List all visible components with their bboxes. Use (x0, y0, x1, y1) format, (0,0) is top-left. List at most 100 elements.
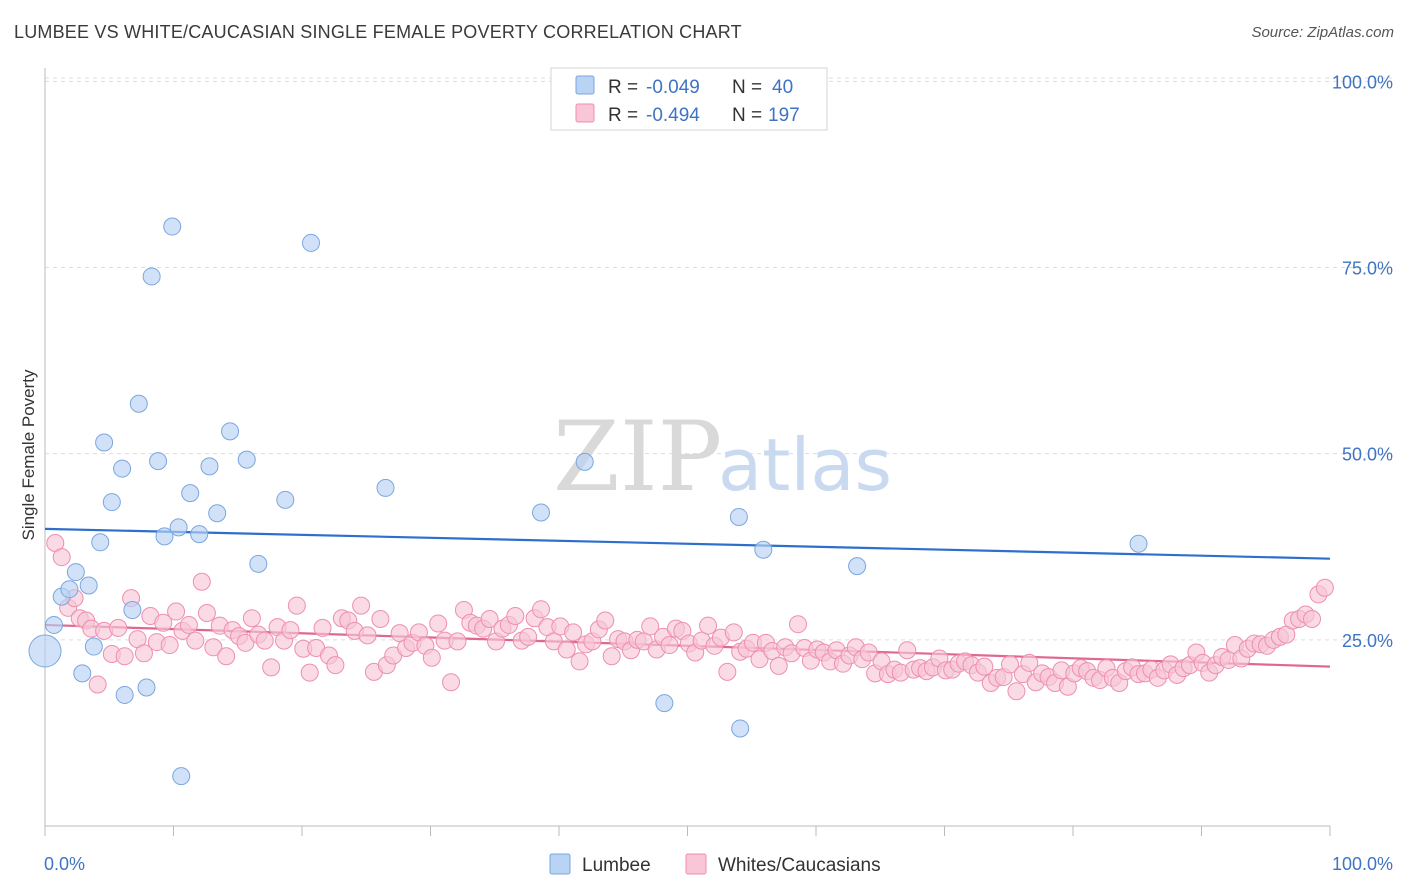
lumbee-point (79, 576, 98, 595)
whites-point (789, 615, 808, 634)
lumbee-point (66, 563, 85, 582)
whites-point (448, 632, 467, 651)
axes (44, 68, 1331, 836)
whites-point (634, 632, 653, 651)
whites-point (422, 648, 441, 667)
whites-point (1001, 655, 1020, 674)
lumbee-point (84, 637, 103, 656)
whites-point (390, 624, 409, 643)
whites-point (313, 618, 332, 637)
x-tick-label-max: 100.0% (1332, 854, 1393, 874)
lumbee-point (91, 533, 110, 552)
lumbee-point (44, 615, 63, 634)
y-tick-label: 25.0% (1342, 631, 1393, 651)
legend-swatch-whites (575, 103, 595, 123)
lumbee-point (163, 217, 182, 236)
whites-point (641, 617, 660, 636)
legend-n-value-whites: 197 (768, 105, 800, 126)
lumbee-point (155, 527, 174, 546)
whites-point (750, 650, 769, 669)
series-legend-whites: Whites/Caucasians (718, 855, 881, 876)
lumbee-point (142, 267, 161, 286)
whites-caucasians-points (46, 534, 1334, 701)
lumbee-point (129, 394, 148, 413)
whites-point (519, 627, 538, 646)
correlation-legend: R = -0.049 N = 40 R = -0.494 N = 197 (550, 67, 828, 131)
lumbee-point (249, 554, 268, 573)
whites-point (186, 631, 205, 650)
whites-point (544, 632, 563, 651)
lumbee-point (754, 540, 773, 559)
lumbee-point (1129, 534, 1148, 553)
whites-point (352, 596, 371, 615)
whites-point (236, 633, 255, 652)
whites-point (281, 621, 300, 640)
lumbee-point (73, 664, 92, 683)
whites-point (724, 623, 743, 642)
whites-point (88, 675, 107, 694)
whites-point (262, 658, 281, 677)
lumbee-points (28, 217, 1148, 786)
lumbee-point (172, 767, 191, 786)
lumbee-point (190, 525, 209, 544)
whites-point (167, 602, 186, 621)
watermark-atlas: atlas (718, 423, 892, 507)
x-tick-label-min: 0.0% (44, 854, 85, 874)
y-tick-label: 100.0% (1332, 72, 1393, 92)
whites-point (160, 636, 179, 655)
whites-point (192, 572, 211, 591)
whites-point (1020, 653, 1039, 672)
legend-r-label-whites: R = (608, 105, 638, 126)
lumbee-point (95, 433, 114, 452)
whites-point (217, 647, 236, 666)
whites-point (557, 640, 576, 659)
whites-point (371, 609, 390, 628)
legend-r-value-lumbee: -0.049 (646, 77, 700, 98)
y-tick-label: 75.0% (1342, 259, 1393, 279)
lumbee-point (123, 601, 142, 620)
legend-n-label-lumbee: N = (732, 77, 762, 98)
x-tick-labels: 0.0% 100.0% (44, 854, 1393, 874)
whites-point (109, 618, 128, 637)
lumbee-point (149, 452, 168, 471)
y-axis-label: Single Female Poverty (19, 369, 38, 541)
whites-point (564, 623, 583, 642)
series-legend: Lumbee Whites/Caucasians (549, 853, 881, 876)
whites-point (1007, 682, 1026, 701)
lumbee-point (731, 719, 750, 738)
whites-point (179, 615, 198, 634)
legend-r-value-whites: -0.494 (646, 105, 700, 126)
whites-point (570, 652, 589, 671)
whites-point (898, 641, 917, 660)
whites-point (596, 611, 615, 630)
lumbee-point (200, 457, 219, 476)
lumbee-point (848, 557, 867, 576)
lumbee-point (137, 678, 156, 697)
lumbee-point (221, 422, 240, 441)
whites-point (660, 636, 679, 655)
series-legend-swatch-lumbee (549, 853, 571, 875)
series-legend-swatch-whites (685, 853, 707, 875)
whites-point (255, 631, 274, 650)
whites-point (154, 613, 173, 632)
lumbee-point (655, 694, 674, 713)
lumbee-point (729, 507, 748, 526)
legend-swatch-lumbee (575, 75, 595, 95)
whites-point (134, 644, 153, 663)
lumbee-point (102, 493, 121, 512)
whites-point (506, 607, 525, 626)
legend-n-label-whites: N = (732, 105, 762, 126)
lumbee-point (60, 580, 79, 599)
whites-point (429, 614, 448, 633)
lumbee-point (28, 634, 62, 668)
whites-point (287, 596, 306, 615)
chart-title: LUMBEE VS WHITE/CAUCASIAN SINGLE FEMALE … (14, 22, 742, 42)
whites-point (769, 656, 788, 675)
whites-point (242, 609, 261, 628)
whites-point (300, 663, 319, 682)
legend-r-label-lumbee: R = (608, 77, 638, 98)
lumbee-point (181, 484, 200, 503)
lumbee-point (208, 504, 227, 523)
lumbee-trend-line (44, 527, 1331, 560)
